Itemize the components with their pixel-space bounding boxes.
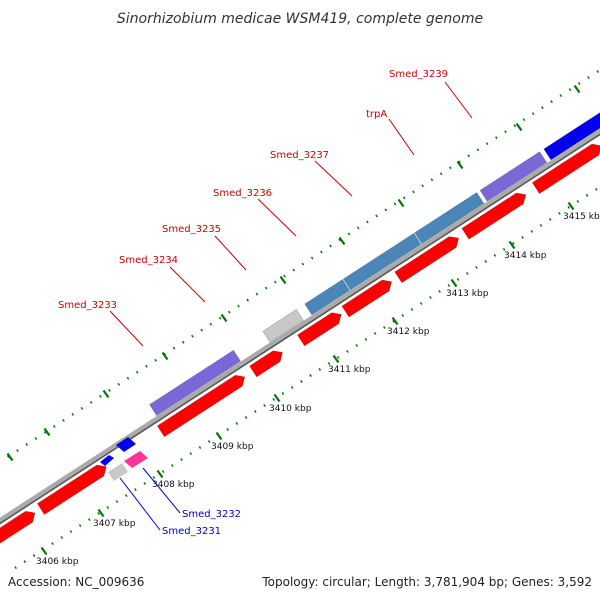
- upper-track-tick: [6, 452, 14, 462]
- ruler-tick-label: 3410 kbp: [269, 404, 312, 414]
- genome-stats-text: Topology: circular; Length: 3,781,904 bp…: [261, 575, 592, 589]
- feature-blocks: [0, 112, 600, 544]
- label-leader-line: [388, 118, 415, 156]
- label-leader-line: [142, 467, 181, 514]
- cds-block: [156, 374, 246, 438]
- map-title: Sinorhizobium medicae WSM419, complete g…: [117, 11, 483, 27]
- ruler-tick: [215, 431, 223, 441]
- upper-track-tick: [102, 389, 110, 399]
- ruler-tick-label: 3406 kbp: [36, 557, 79, 567]
- label-leader-line: [257, 198, 297, 237]
- gene-label-smed-3232[interactable]: Smed_3232: [182, 509, 241, 520]
- ruler-tick-label: 3407 kbp: [93, 519, 136, 529]
- gene-label-smed-3236[interactable]: Smed_3236: [213, 188, 272, 199]
- gene-label-smed-3234[interactable]: Smed_3234: [119, 255, 178, 266]
- ruler-tick: [40, 546, 48, 556]
- gene-block-smed-3232: [124, 451, 148, 468]
- ruler-tick: [156, 469, 164, 479]
- upper-dotted-track: [0, 68, 600, 464]
- cds-block: [297, 312, 342, 347]
- upper-track-tick: [515, 122, 523, 132]
- ruler-tick-label: 3415 kbp: [563, 212, 600, 222]
- gene-block-smed-3232-part: [116, 437, 136, 452]
- gene-label-smed-3239[interactable]: Smed_3239: [389, 69, 448, 80]
- upper-track-tick: [573, 84, 581, 94]
- label-leader-line: [119, 477, 161, 531]
- cds-block: [531, 143, 600, 194]
- ruler-tick-label: 3412 kbp: [387, 327, 430, 337]
- upper-track-tick: [338, 236, 346, 246]
- cds-block: [341, 279, 392, 318]
- ruler-tick: [97, 508, 105, 518]
- label-leader-line: [314, 160, 353, 197]
- upper-track-tick: [43, 427, 51, 437]
- ruler-tick-label: 3414 kbp: [504, 251, 547, 261]
- ruler-tick-label: 3413 kbp: [446, 289, 489, 299]
- cds-block: [461, 192, 527, 240]
- ruler-tick: [450, 278, 458, 288]
- label-leader-line: [444, 81, 473, 119]
- gene-block-smed-3235: [262, 309, 304, 343]
- cds-block: [36, 464, 107, 515]
- gene-block-smed-3231-part: [100, 455, 114, 466]
- ruler-tick-label: 3411 kbp: [328, 365, 371, 375]
- cds-block: [0, 510, 36, 544]
- cds-block: [249, 350, 283, 378]
- ruler-tick: [508, 240, 516, 250]
- gene-label-smed-3233[interactable]: Smed_3233: [58, 300, 117, 311]
- tick-track: 3406 kbp 3407 kbp 3408 kbp 3409 kbp 3410 kbp…: [0, 68, 600, 570]
- upper-track-tick: [456, 160, 464, 170]
- upper-track-tick: [397, 198, 405, 208]
- backbone: [0, 128, 600, 525]
- gene-label-smed-3235[interactable]: Smed_3235: [162, 224, 221, 235]
- accession-text: Accession: NC_009636: [8, 575, 144, 589]
- gene-block-trpa: [414, 192, 485, 245]
- gene-block-smed-3233: [149, 349, 241, 416]
- ruler-tick: [567, 201, 575, 211]
- gene-block-smed-3237: [342, 232, 422, 291]
- cds-block: [394, 236, 460, 284]
- gene-block-smed-3239: [479, 151, 548, 202]
- ruler-tick: [391, 316, 399, 326]
- ruler-tick-label: 3408 kbp: [152, 480, 195, 490]
- gene-label-smed-3231[interactable]: Smed_3231: [162, 526, 221, 537]
- gene-labels: Smed_3239 trpA Smed_3237 Smed_3236 Smed_…: [58, 69, 448, 537]
- upper-track-tick: [161, 351, 169, 361]
- ruler-tick-label: 3409 kbp: [211, 442, 254, 452]
- label-leader-line: [214, 235, 247, 271]
- label-leader-line: [109, 310, 144, 347]
- upper-track-tick: [279, 275, 287, 285]
- ruler-tick: [273, 393, 281, 403]
- label-leader-line: [169, 266, 206, 303]
- upper-track-tick: [220, 313, 228, 323]
- gene-block-smed-3236: [304, 279, 350, 316]
- gene-label-smed-3237[interactable]: Smed_3237: [270, 150, 329, 161]
- ruler-tick: [332, 354, 340, 364]
- label-leaders: [109, 81, 473, 531]
- gene-label-trpa[interactable]: trpA: [366, 109, 387, 120]
- gene-block-smed-3231: [108, 463, 128, 481]
